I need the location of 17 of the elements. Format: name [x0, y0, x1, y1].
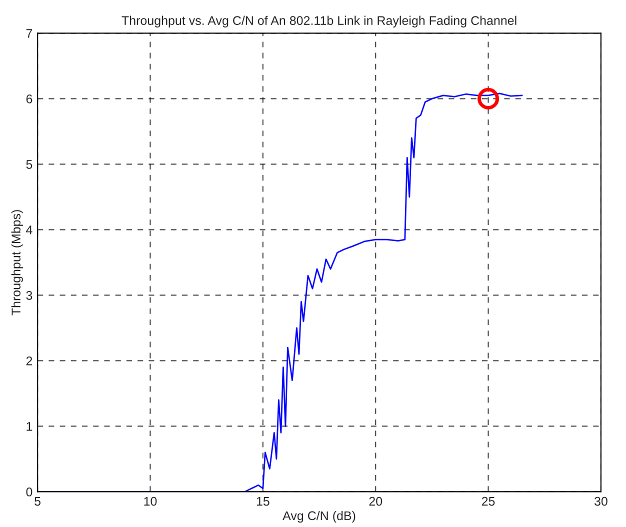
y-tick-label: 1: [26, 422, 32, 431]
y-tick-label: 7: [26, 29, 32, 38]
x-tick-label: 30: [594, 496, 608, 506]
x-axis-title: Avg C/N (dB): [282, 510, 356, 523]
y-tick-label: 0: [26, 487, 32, 496]
x-tick-label: 5: [34, 497, 41, 506]
x-tick-label: 10: [144, 496, 157, 506]
y-tick-label: 6: [26, 94, 32, 104]
y-tick-label: 3: [26, 290, 32, 300]
x-tick-label: 20: [369, 496, 382, 506]
y-axis-title: Throughput (Mbps): [11, 210, 23, 316]
x-tick-label: 15: [256, 497, 270, 506]
y-tick-label: 5: [26, 160, 32, 169]
y-tick-label: 2: [26, 356, 32, 366]
y-tick-label: 4: [26, 226, 32, 234]
x-tick-label: 25: [482, 496, 495, 506]
chart-title: Throughput vs. Avg C/N of An 802.11b Link in Rayleigh Fading Channel: [122, 16, 516, 28]
